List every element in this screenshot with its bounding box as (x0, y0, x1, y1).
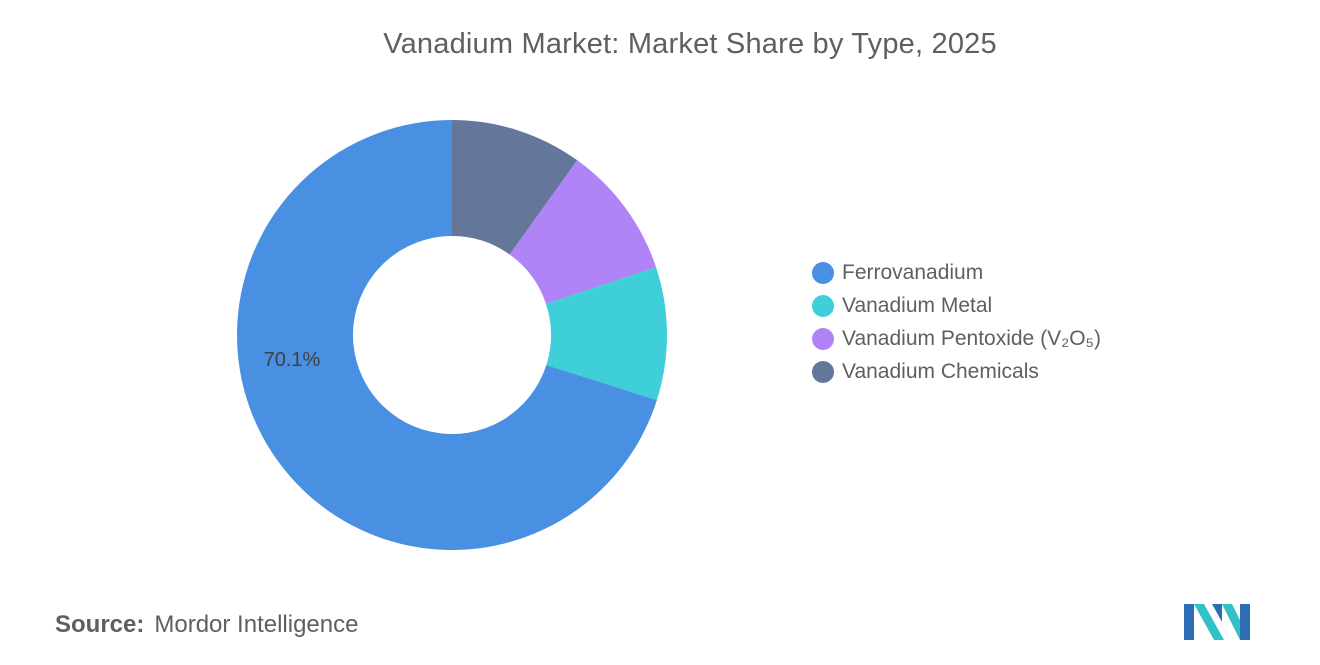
chart-title: Vanadium Market: Market Share by Type, 2… (383, 28, 997, 60)
legend-label: Vanadium Metal (842, 293, 993, 317)
legend-swatch (812, 327, 834, 350)
source-note: Source: Mordor Intelligence (55, 611, 358, 639)
mordor-intelligence-logo-icon (1184, 604, 1250, 640)
legend-swatch (812, 261, 834, 284)
slice-ferrovanadium (237, 120, 657, 550)
chart-legend: Ferrovanadium Vanadium Metal Vanadium Pent… (812, 256, 1101, 388)
logo-left-bar (1184, 604, 1194, 640)
source-label: Source: (55, 611, 145, 638)
slice-vanadium-chemicals (452, 120, 578, 255)
legend-label: Vanadium Pentoxide (V₂O₅) (842, 326, 1102, 350)
legend-swatch (812, 360, 834, 383)
legend-item-vanadium-chemicals: Vanadium Chemicals (812, 355, 1101, 388)
data-label-ferrovanadium: 70.1% (264, 349, 321, 371)
source-text: Mordor Intelligence (154, 611, 359, 638)
legend-item-vanadium-metal: Vanadium Metal (812, 289, 1101, 322)
legend-label: Vanadium Chemicals (842, 359, 1039, 383)
legend-label: Ferrovanadium (842, 260, 984, 284)
legend-item-ferrovanadium: Ferrovanadium (812, 256, 1101, 289)
legend-swatch (812, 294, 834, 317)
logo-middle-diagonal (1212, 604, 1222, 622)
logo-right-bar (1240, 604, 1250, 640)
logo-left-diagonal (1194, 604, 1224, 640)
slice-vanadium-pentoxide-v-o (509, 160, 657, 304)
legend-item-vanadium-pentoxide-v-o: Vanadium Pentoxide (V₂O₅) (812, 322, 1101, 355)
slice-vanadium-metal (545, 267, 667, 401)
